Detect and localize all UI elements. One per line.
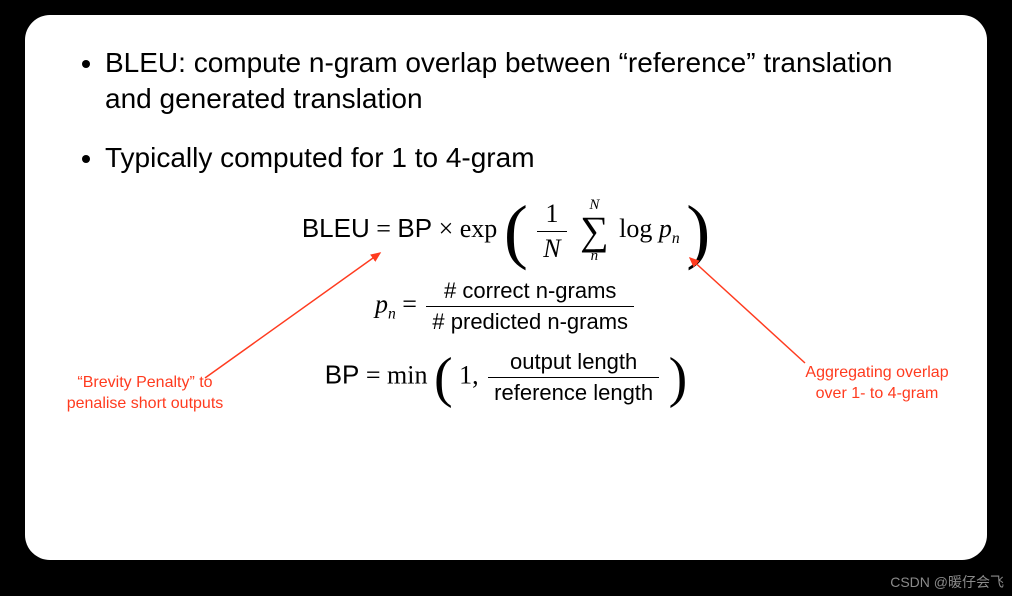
- watermark-text: CSDN @暖仔会飞: [890, 572, 1004, 592]
- min-term: min: [387, 361, 427, 390]
- frac-den: N: [537, 232, 566, 264]
- log-term: log: [619, 214, 652, 243]
- annotation-aggregating: Aggregating overlap over 1- to 4-gram: [792, 363, 962, 405]
- times-sign: ×: [439, 214, 454, 243]
- bleu-lhs: BLEU: [302, 213, 370, 243]
- slide-card: BLEU: compute n-gram overlap between “re…: [25, 15, 987, 560]
- pn-n: n: [672, 230, 680, 247]
- frac-ngrams: # correct n-grams # predicted n-grams: [426, 278, 634, 335]
- pn-num: # correct n-grams: [426, 278, 634, 307]
- sigma-icon: ∑: [580, 213, 609, 249]
- eq2-sign: =: [402, 290, 417, 319]
- bp-term: BP: [397, 213, 432, 243]
- equation-bleu: BLEU = BP × exp ( 1 N N ∑ n log pn ): [75, 198, 937, 264]
- rparen2-icon: ): [669, 354, 688, 402]
- annot-left-l2: penalise short outputs: [67, 395, 224, 412]
- equation-pn: pn = # correct n-grams # predicted n-gra…: [75, 278, 937, 335]
- pn-den: # predicted n-grams: [426, 307, 634, 335]
- annotation-brevity: “Brevity Penalty” to penalise short outp…: [55, 373, 235, 415]
- frac-num: 1: [537, 199, 566, 232]
- formula-area: BLEU = BP × exp ( 1 N N ∑ n log pn ) pn …: [75, 198, 937, 406]
- bullet-1: BLEU: compute n-gram overlap between “re…: [105, 45, 937, 118]
- lparen2-icon: (: [434, 354, 453, 402]
- pn2-n: n: [388, 306, 396, 323]
- exp-term: exp: [460, 214, 498, 243]
- frac-lengths: output length reference length: [488, 349, 659, 406]
- bp-lhs: BP: [325, 360, 360, 390]
- bp-num: output length: [488, 349, 659, 378]
- pn-p: p: [659, 214, 672, 243]
- sum-icon: N ∑ n: [580, 198, 609, 264]
- pn2-p: p: [375, 290, 388, 319]
- eq-sign: =: [376, 214, 391, 243]
- rparen-icon: ): [686, 201, 710, 261]
- bullet-list: BLEU: compute n-gram overlap between “re…: [105, 45, 937, 176]
- annot-right-l2: over 1- to 4-gram: [816, 385, 939, 402]
- annot-right-l1: Aggregating overlap: [805, 364, 948, 381]
- lparen-icon: (: [504, 201, 528, 261]
- frac-1n: 1 N: [537, 199, 566, 264]
- bullet-2: Typically computed for 1 to 4-gram: [105, 140, 937, 176]
- annot-left-l1: “Brevity Penalty” to: [77, 374, 212, 391]
- eq3-sign: =: [366, 361, 381, 390]
- one-term: 1,: [459, 361, 479, 390]
- bp-den: reference length: [488, 378, 659, 406]
